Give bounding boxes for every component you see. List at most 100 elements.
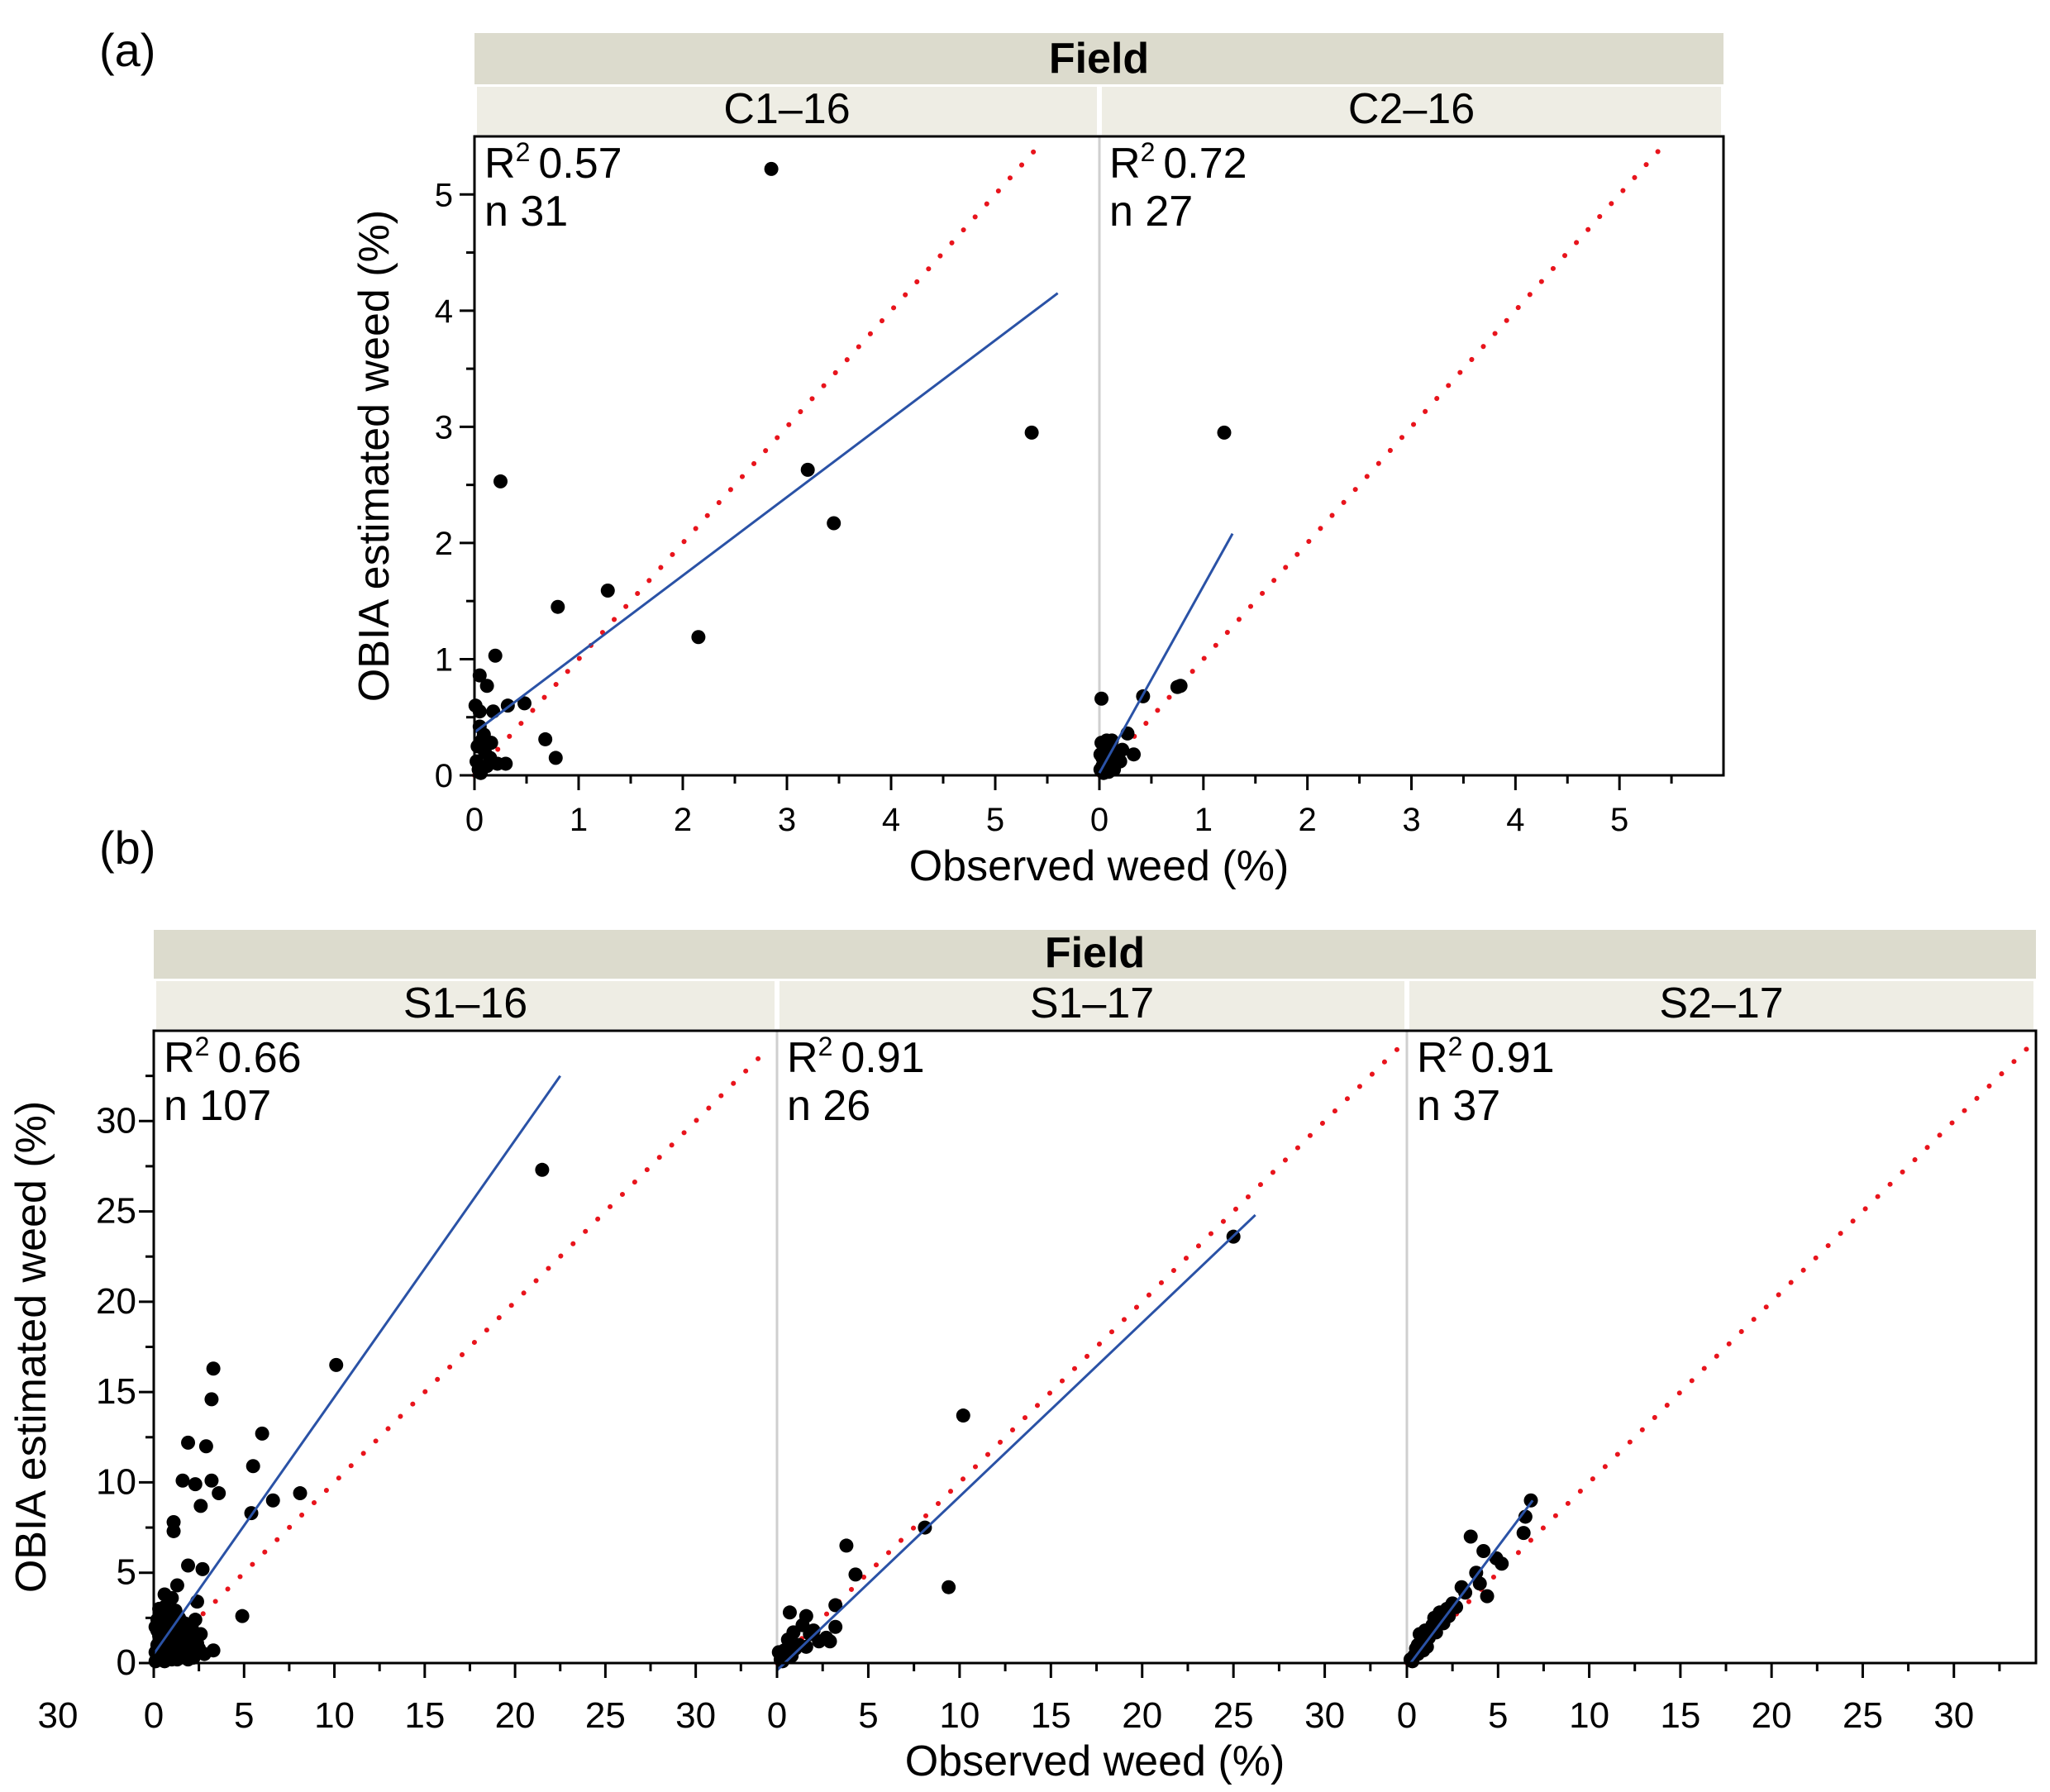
identity-line [472, 143, 1042, 778]
data-point [175, 1639, 190, 1654]
data-point [255, 1426, 269, 1441]
data-point [329, 1357, 344, 1372]
x-tick-label: 0 [144, 1695, 164, 1736]
data-point [799, 1639, 813, 1654]
data-point [486, 704, 501, 719]
y-tick-label: 5 [117, 1552, 136, 1593]
data-point [235, 1609, 250, 1623]
strip-header [474, 33, 1723, 84]
data-point [1495, 1556, 1509, 1571]
data-point [1024, 425, 1039, 440]
y-tick-label: 10 [96, 1461, 136, 1502]
fit-line [1098, 532, 1234, 774]
n-annotation: n 37 [1417, 1082, 1500, 1130]
fit-line [1409, 1499, 1534, 1664]
y-tick-label: 5 [435, 177, 453, 213]
x-tick-label: 0 [465, 802, 484, 838]
data-point [188, 1477, 203, 1492]
data-point [1127, 747, 1142, 762]
x-tick-label: 2 [674, 802, 692, 838]
n-annotation: n 26 [787, 1082, 870, 1130]
facet-title: S2–17 [1659, 979, 1783, 1027]
data-point [828, 1598, 843, 1613]
y-tick-label: 2 [435, 526, 453, 562]
plot-frame [473, 135, 1725, 777]
data-point [265, 1493, 280, 1508]
x-tick-label: 30 [675, 1695, 716, 1736]
facet-strip [1409, 981, 2033, 1029]
x-tick-label: 5 [858, 1695, 878, 1736]
data-point [204, 1392, 219, 1407]
x-axis-label: Observed weed (%) [909, 842, 1290, 890]
data-point [517, 696, 532, 711]
plot-frame [152, 1029, 2038, 1665]
r2-value: 0.72 [1163, 140, 1247, 188]
r2-letter: R [1417, 1034, 1448, 1082]
data-point [193, 1627, 208, 1642]
data-point [806, 1623, 821, 1638]
data-point [1463, 1529, 1478, 1544]
data-point [548, 751, 563, 765]
x-tick-label: 15 [1031, 1695, 1071, 1736]
data-point [1170, 679, 1185, 694]
data-point [181, 1652, 196, 1667]
data-point [942, 1580, 956, 1594]
r2-annotation: R2 0.91 [1417, 1032, 1555, 1082]
data-point [822, 1634, 837, 1649]
x-tick-label: 5 [1488, 1695, 1508, 1736]
data-point [1516, 1526, 1531, 1541]
r2-sup: 2 [195, 1032, 210, 1061]
data-point [193, 1499, 208, 1513]
data-point [1115, 742, 1130, 757]
strip-title: Field [1045, 929, 1145, 977]
r2-annotation: R2 0.91 [787, 1032, 925, 1082]
facet-strip [156, 981, 775, 1029]
x-tick-label: 1 [570, 802, 588, 838]
y-tick-label: 20 [96, 1281, 136, 1322]
data-point [538, 732, 553, 746]
data-point [782, 1605, 797, 1620]
x-tick-label: 0 [1397, 1695, 1417, 1736]
strip-title: Field [1049, 35, 1149, 83]
data-point [795, 1618, 810, 1632]
data-point [246, 1459, 260, 1474]
x-tick-label: 20 [1122, 1695, 1162, 1736]
strip-header [154, 930, 2036, 979]
r2-annotation: R2 0.72 [1109, 137, 1247, 188]
r2-annotation: R2 0.66 [164, 1032, 302, 1082]
x-tick-label: 25 [1843, 1695, 1883, 1736]
r2-value: 0.66 [217, 1034, 301, 1082]
x-tick-label: 3 [1402, 802, 1420, 838]
data-point [472, 668, 487, 683]
n-annotation: n 27 [1109, 188, 1193, 236]
facet-strip [779, 981, 1404, 1029]
data-point [474, 765, 489, 780]
x-axis-label: Observed weed (%) [905, 1737, 1285, 1785]
x-tick-label: 3 [778, 802, 796, 838]
data-point [848, 1567, 863, 1582]
fit-line [775, 1213, 1256, 1671]
facet-title: C2–16 [1348, 85, 1475, 133]
data-point [775, 1654, 790, 1669]
x-tick-label: 15 [1660, 1695, 1700, 1736]
data-point [1472, 1576, 1487, 1591]
x-tick-label: 25 [1213, 1695, 1254, 1736]
y-tick-label: 1 [435, 641, 453, 678]
left-edge-tick-label: 30 [38, 1695, 79, 1736]
y-tick-label: 3 [435, 409, 453, 446]
n-annotation: n 31 [484, 188, 568, 236]
data-point [956, 1408, 970, 1423]
x-tick-label: 20 [1752, 1695, 1792, 1736]
data-point [498, 756, 513, 771]
fit-line [152, 1075, 561, 1655]
y-axis-label: OBIA estimated weed (%) [350, 210, 398, 702]
data-point [493, 474, 508, 489]
data-point [812, 1634, 827, 1649]
x-tick-label: 0 [767, 1695, 787, 1736]
data-point [169, 1578, 184, 1593]
x-tick-label: 30 [1304, 1695, 1345, 1736]
data-point [192, 1642, 207, 1656]
data-point [168, 1604, 183, 1618]
data-point [764, 161, 779, 176]
